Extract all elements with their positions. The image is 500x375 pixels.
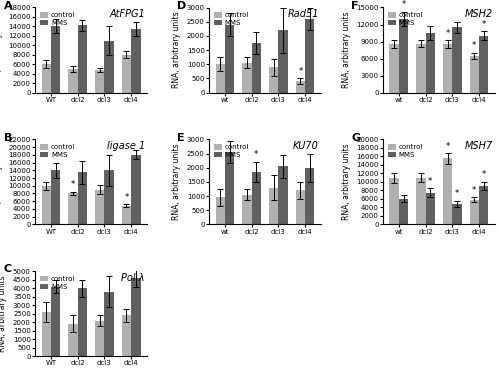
Text: MSH7: MSH7 [464,141,493,151]
Legend: control, MMS: control, MMS [38,11,76,27]
Legend: control, MMS: control, MMS [38,274,76,291]
Text: *: * [472,186,476,195]
Text: *: * [446,142,450,151]
Bar [42,64,51,93]
Bar [426,33,435,93]
Bar [122,315,131,356]
Y-axis label: RNA, arbitrary units: RNA, arbitrary units [0,275,8,352]
Bar [122,206,131,224]
Text: A: A [4,1,12,11]
Y-axis label: RNA, arbitrary units: RNA, arbitrary units [172,12,181,88]
Bar [252,172,261,224]
Bar [470,56,479,93]
Bar [131,155,140,224]
Bar [479,186,488,224]
Y-axis label: RNA, arbitrary units: RNA, arbitrary units [0,12,3,88]
Bar [122,55,131,93]
Bar [390,178,399,224]
Bar [305,19,314,93]
Bar [225,24,234,93]
Text: AtFPG1: AtFPG1 [109,9,145,19]
Bar [68,194,78,224]
Text: D: D [178,1,186,11]
Bar [252,43,261,93]
Bar [305,168,314,224]
Text: MSH2: MSH2 [464,9,493,19]
Bar [296,81,305,93]
Y-axis label: RNA, arbitrary units: RNA, arbitrary units [172,144,181,220]
Bar [95,321,104,356]
Bar [131,278,140,356]
Bar [278,30,287,93]
Text: KU70: KU70 [293,141,319,151]
Bar [131,29,140,93]
Bar [42,312,51,356]
Text: Pol λ: Pol λ [122,273,145,283]
Bar [269,188,278,224]
Bar [390,44,399,93]
Bar [443,159,452,224]
Y-axis label: RNA, arbitrary units: RNA, arbitrary units [342,12,350,88]
Bar [225,152,234,224]
Legend: control, MMS: control, MMS [38,143,76,159]
Text: *: * [124,193,128,202]
Bar [416,44,426,93]
Bar [399,19,408,93]
Bar [242,63,252,93]
Bar [426,192,435,224]
Bar [242,195,252,224]
Y-axis label: RNA, arbitrary units: RNA, arbitrary units [0,144,3,220]
Bar [399,199,408,224]
Legend: control, MMS: control, MMS [386,143,424,159]
Bar [443,44,452,93]
Text: *: * [455,189,459,198]
Text: F: F [352,1,359,11]
Bar [95,70,104,93]
Bar [42,186,51,224]
Bar [296,190,305,224]
Bar [470,200,479,224]
Text: *: * [482,20,486,29]
Bar [104,292,114,356]
Bar [78,288,87,356]
Text: Rad51: Rad51 [288,9,319,19]
Bar [269,67,278,93]
Text: *: * [254,150,258,159]
Text: G: G [352,132,360,142]
Text: *: * [446,29,450,38]
Legend: control, MMS: control, MMS [212,11,250,27]
Bar [104,170,114,224]
Text: *: * [402,0,406,9]
Text: *: * [472,41,476,50]
Bar [452,27,462,93]
Text: ligase 1: ligase 1 [106,141,145,151]
Text: C: C [4,264,12,274]
Bar [78,26,87,93]
Text: *: * [428,177,432,186]
Bar [51,170,60,224]
Bar [216,198,225,224]
Bar [68,324,78,356]
Bar [104,40,114,93]
Bar [278,166,287,224]
Text: *: * [482,170,486,179]
Bar [51,26,60,93]
Bar [68,69,78,93]
Bar [479,36,488,93]
Bar [216,64,225,93]
Bar [95,190,104,224]
Text: E: E [178,132,185,142]
Bar [51,286,60,356]
Text: *: * [298,67,302,76]
Text: B: B [4,132,12,142]
Bar [78,172,87,224]
Legend: control, MMS: control, MMS [386,11,424,27]
Bar [452,204,462,224]
Text: *: * [71,180,75,189]
Bar [416,178,426,224]
Y-axis label: RNA, arbitrary units: RNA, arbitrary units [342,144,350,220]
Legend: control, MMS: control, MMS [212,143,250,159]
